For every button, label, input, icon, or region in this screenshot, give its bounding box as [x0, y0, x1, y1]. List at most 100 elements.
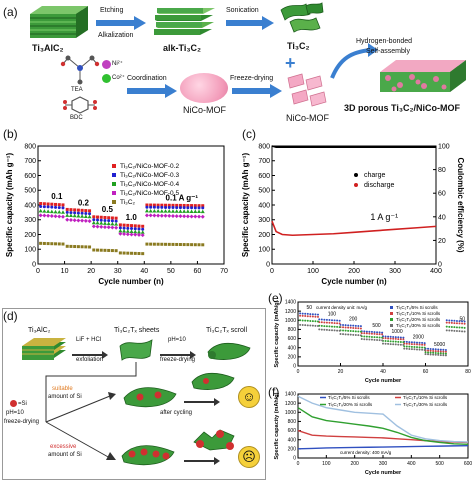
plus-icon: + — [285, 53, 296, 73]
y-tick-label: 600 — [24, 173, 36, 180]
data-point — [354, 327, 357, 330]
d-after-cycling-label: after cycling — [160, 410, 193, 416]
legend-label-discharge: discharge — [364, 182, 394, 189]
y-tick-label: 400 — [24, 202, 36, 209]
data-point — [442, 350, 445, 353]
data-point — [126, 226, 130, 230]
data-point — [152, 205, 156, 209]
data-point — [316, 320, 319, 323]
data-point — [357, 334, 360, 337]
data-point — [57, 206, 61, 210]
alkalization-label: Alkalization — [98, 32, 134, 39]
x-tick-label: 300 — [379, 461, 388, 467]
data-point — [182, 206, 186, 210]
legend-marker — [390, 324, 393, 327]
data-point — [342, 324, 345, 327]
data-point — [365, 338, 368, 341]
data-point — [421, 343, 424, 346]
data-point — [129, 229, 134, 234]
data-point — [320, 324, 323, 327]
data-point — [381, 331, 384, 334]
data-point — [323, 325, 326, 328]
nico-mof-flakes-label: NiCo-MOF — [286, 113, 329, 123]
y-tick-label: 1400 — [285, 300, 296, 306]
data-point — [88, 212, 92, 216]
data-point — [352, 330, 355, 333]
data-point — [338, 322, 341, 325]
data-point — [434, 351, 437, 354]
nico-mof-flakes — [284, 70, 330, 112]
data-point — [114, 225, 119, 230]
rate-annotation: 0.1 A g⁻¹ — [166, 194, 199, 203]
data-point — [331, 325, 333, 328]
data-point — [387, 342, 390, 345]
etching-label: Etching — [100, 7, 124, 14]
data-point — [122, 231, 127, 236]
data-point — [175, 206, 179, 210]
x-tick-label: 300 — [389, 268, 401, 275]
d-scroll-si-broken — [190, 424, 240, 459]
sad-face-icon: ☹ — [238, 446, 260, 468]
d-ti3alc2-block — [20, 336, 68, 367]
etching-arrow — [96, 16, 146, 35]
data-point — [399, 343, 402, 346]
data-point — [299, 314, 302, 317]
self-assembly-label: Self-assembly — [366, 48, 410, 55]
data-point — [325, 321, 328, 324]
data-point — [46, 202, 50, 206]
data-point — [429, 351, 432, 354]
data-point — [156, 203, 160, 207]
data-point — [413, 343, 416, 346]
legend-label-charge: charge — [364, 172, 386, 179]
data-point — [65, 207, 69, 211]
legend-label: Ti₃C₂Tₓ/20% Si scrolls — [396, 317, 441, 322]
data-point — [197, 209, 202, 214]
d-amount1-label: amount of Si — [48, 394, 82, 400]
data-point — [392, 343, 395, 346]
data-point — [461, 330, 464, 333]
data-point — [182, 243, 186, 247]
data-point — [439, 350, 442, 353]
d-scroll-label: Ti₃C₂Tₓ scroll — [206, 327, 248, 334]
x-tick-label: 0 — [270, 268, 274, 275]
data-point — [141, 224, 145, 228]
data-point — [437, 352, 440, 355]
y-tick-label: 0 — [293, 456, 296, 462]
rate-label: 50 — [307, 305, 313, 311]
data-point — [68, 213, 73, 218]
data-point — [413, 346, 416, 349]
data-point — [373, 331, 376, 334]
d-exfoliation-label: exfoliation — [76, 357, 104, 363]
data-point — [69, 208, 73, 212]
data-point — [167, 205, 171, 209]
d-amount2-label: amount of Si — [48, 452, 82, 458]
data-point — [359, 325, 362, 328]
data-point — [152, 208, 157, 213]
rate-annotation: 0.1 — [51, 192, 63, 201]
data-point — [370, 330, 373, 333]
legend-label: Ti₃C₂/NiCo-MOF-0.2 — [120, 163, 179, 170]
x-tick-label: 60 — [194, 268, 202, 275]
data-point — [103, 215, 107, 219]
data-point — [304, 312, 307, 315]
data-point — [140, 233, 145, 238]
data-point — [331, 329, 333, 332]
data-point — [314, 320, 317, 323]
data-point — [110, 219, 114, 223]
data-point — [186, 206, 190, 210]
data-point — [410, 343, 413, 346]
data-point — [61, 242, 65, 246]
data-point — [144, 213, 149, 218]
data-point — [336, 325, 339, 328]
data-point — [389, 335, 392, 338]
x-tick-label: 100 — [307, 268, 319, 275]
data-point — [114, 222, 119, 226]
data-point — [450, 329, 453, 332]
y-tick-label: 800 — [288, 419, 297, 425]
d-scroll-icon — [204, 338, 254, 369]
data-point — [118, 226, 122, 230]
data-point — [363, 332, 366, 335]
data-point — [76, 218, 81, 223]
data-point — [141, 227, 145, 231]
nico-mof-label: NiCo-MOF — [183, 105, 226, 115]
